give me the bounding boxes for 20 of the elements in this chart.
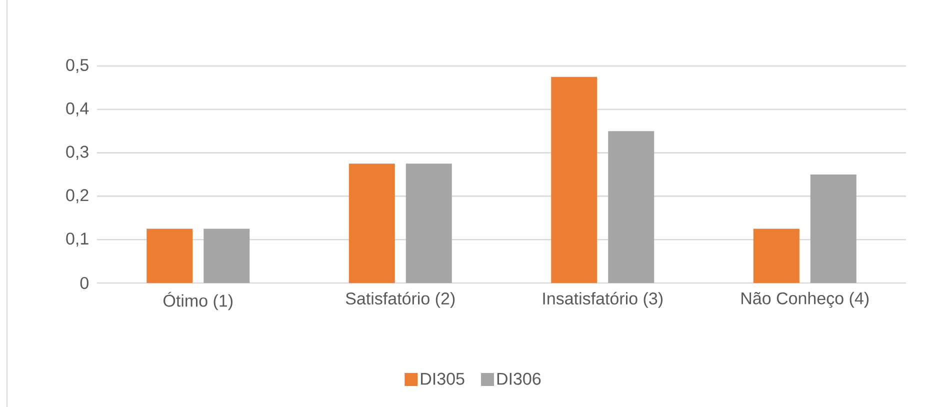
x-tick-label: Não Conheço (4): [742, 292, 869, 308]
bar: [146, 228, 193, 283]
y-tick-label: 0,2: [66, 189, 88, 204]
bar: [810, 174, 856, 283]
y-tick-label: 0: [80, 276, 88, 290]
bar: [204, 228, 250, 283]
y-tick-label: 0,5: [66, 58, 88, 74]
bar: [608, 131, 654, 283]
bar: [348, 164, 395, 283]
x-tick-label: Insatisfatório (3): [543, 292, 662, 308]
legend-label: DI305: [421, 372, 464, 385]
y-tick-label: 0,4: [66, 102, 89, 116]
legend-label: DI306: [497, 372, 541, 385]
y-tick-label: 0,3: [66, 146, 88, 160]
bar: [753, 228, 800, 283]
x-tick-label: Ótimo (1): [164, 292, 232, 310]
x-tick-label: Satisfatório (2): [346, 292, 455, 308]
bar: [551, 76, 598, 283]
y-tick-label: 0,1: [66, 232, 88, 247]
bar: [406, 164, 452, 283]
